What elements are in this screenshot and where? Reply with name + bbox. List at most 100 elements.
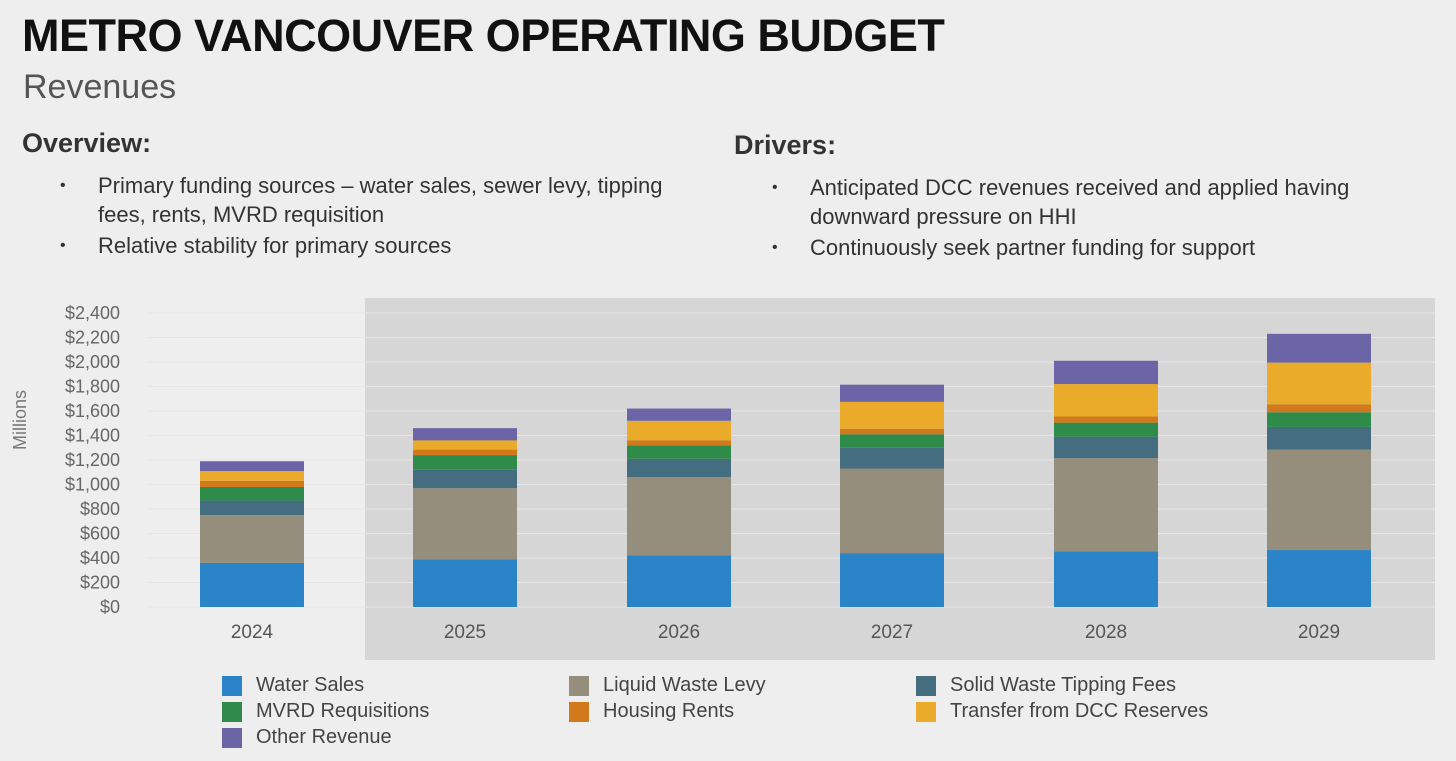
x-tick-label: 2027 [871,622,913,643]
drivers-list: • Anticipated DCC revenues received and a… [734,173,1444,262]
bar-segment [627,445,731,459]
overview-section: Overview: • Primary funding sources – wat… [22,128,702,262]
y-axis-label: Millions [10,389,30,450]
drivers-section: Drivers: • Anticipated DCC revenues recei… [734,130,1444,264]
bullet-icon: • [60,237,66,254]
y-tick-label: $2,000 [65,352,120,372]
bar-segment [627,555,731,607]
drivers-bullet: • Anticipated DCC revenues received and a… [734,173,1444,231]
bar-segment [413,559,517,607]
bar-segment [413,449,517,456]
legend-label: Water Sales [256,674,365,696]
y-tick-label: $2,200 [65,328,120,348]
legend-item: Liquid Waste Levy [569,674,766,697]
bar-segment [1267,426,1371,450]
drivers-bullet: • Continuously seek partner funding for s… [734,233,1444,262]
bar-segment [413,428,517,441]
x-tick-label: 2028 [1085,622,1127,643]
drivers-bullet-text: Anticipated DCC revenues received and ap… [810,175,1350,229]
legend-label: MVRD Requisitions [256,700,430,722]
bar-segment [1267,362,1371,405]
bullet-icon: • [772,239,778,256]
bar-segment [1054,360,1158,385]
legend-label: Transfer from DCC Reserves [950,700,1209,722]
bar-segment [1054,458,1158,552]
legend-swatch [916,701,936,722]
y-tick-label: $800 [80,499,120,519]
legend-item: Transfer from DCC Reserves [916,700,1208,723]
bar-segment [200,562,304,607]
legend-swatch [222,701,242,722]
bar-segment [840,553,944,607]
bar-segment [200,471,304,481]
bar-segment [627,420,731,441]
bar-segment [1054,551,1158,607]
bar-segment [413,455,517,470]
bar-segment [627,477,731,556]
bar-segment [840,401,944,429]
overview-bullet-text: Relative stability for primary sources [98,233,452,258]
bar-segment [413,440,517,450]
bar-segment [200,515,304,563]
legend-swatch [569,701,589,722]
y-tick-label: $600 [80,524,120,544]
page-subtitle: Revenues [23,68,177,106]
overview-bullet: • Primary funding sources – water sales, … [22,171,702,229]
y-tick-label: $1,800 [65,377,120,397]
drivers-heading: Drivers: [734,130,837,160]
legend-item: Solid Waste Tipping Fees [916,674,1176,697]
x-tick-label: 2029 [1298,622,1340,643]
x-tick-label: 2025 [444,622,486,643]
legend-label: Other Revenue [256,726,392,748]
y-tick-label: $2,400 [65,303,120,323]
bar-segment [1267,404,1371,413]
overview-bullet-text: Primary funding sources – water sales, s… [98,173,663,227]
bar-segment [200,461,304,472]
overview-heading: Overview: [22,128,152,158]
x-tick-label: 2024 [231,622,274,643]
legend-item: Water Sales [222,674,364,697]
bar-segment [1267,449,1371,551]
bar-segment [1054,416,1158,423]
bar-segment [840,468,944,554]
bar-segment [200,500,304,516]
y-tick-label: $400 [80,548,120,568]
chart-canvas: $0 $200 $400 $600 $800 $1,000 $1,200 $1,400 $1,6… [65,303,1435,643]
overview-list: • Primary funding sources – water sales, … [22,171,702,260]
y-tick-label: $200 [80,573,120,593]
legend-swatch [916,675,936,696]
bar-segment [627,440,731,446]
bar-segment [200,480,304,487]
bar-segment [627,458,731,478]
bar-segment [413,488,517,560]
legend-item: MVRD Requisitions [222,700,429,723]
legend-label: Liquid Waste Levy [603,674,766,696]
bar-segment [1267,550,1371,607]
bullet-icon: • [772,179,778,196]
bar-segment [1054,436,1158,459]
bar-segment [1054,422,1158,437]
bar-segment [413,469,517,489]
chart-legend: Water Sales Liquid Waste Levy Solid Waste … [222,674,1322,754]
bar-segment [840,384,944,402]
legend-swatch [222,675,242,696]
y-tick-label: $1,600 [65,401,120,421]
page-title: METRO VANCOUVER OPERATING BUDGET [22,10,945,61]
y-tick-label: $1,400 [65,426,120,446]
bar-segment [1267,333,1371,363]
legend-label: Solid Waste Tipping Fees [950,674,1177,696]
legend-item: Housing Rents [569,700,734,723]
legend-swatch [222,727,242,748]
bar-segment [627,408,731,421]
y-tick-label: $1,200 [65,450,120,470]
x-tick-label: 2026 [658,622,700,643]
overview-bullet: • Relative stability for primary sources [22,231,702,260]
bar-segment [200,486,304,501]
bar-segment [1267,412,1371,427]
y-tick-label: $1,000 [65,475,120,495]
revenue-chart: $0 $200 $400 $600 $800 $1,000 $1,200 $1,400 $1,6… [0,290,1456,761]
legend-item: Other Revenue [222,726,392,749]
bar-segment [1054,384,1158,417]
legend-label: Housing Rents [603,700,735,722]
bar-segment [840,447,944,469]
